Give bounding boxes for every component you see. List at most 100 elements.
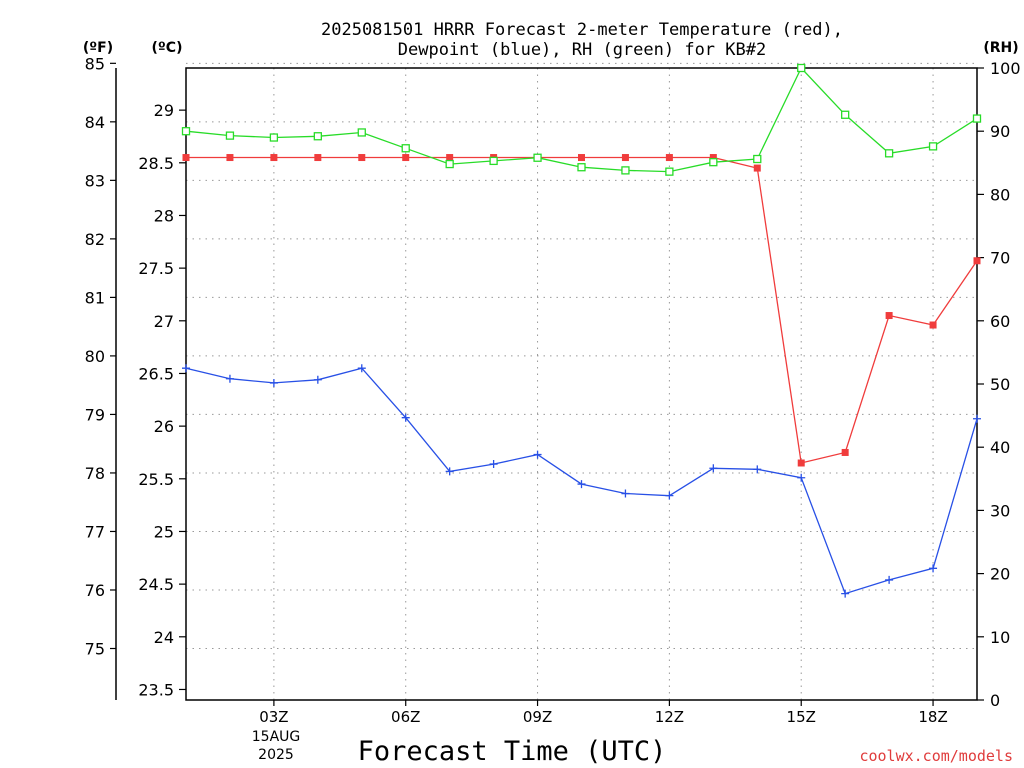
x-tick-label: 09Z <box>523 708 552 726</box>
celsius-tick-label: 23.5 <box>138 680 174 699</box>
rh-point <box>181 127 191 136</box>
fahrenheit-tick-label: 83 <box>85 171 105 190</box>
rh-point <box>533 153 542 162</box>
rh-tick-label: 20 <box>990 565 1010 584</box>
date-label-year: 2025 <box>258 747 294 763</box>
x-tick-label: 12Z <box>655 708 684 726</box>
temperature-point <box>665 154 673 162</box>
celsius-tick-label: 27 <box>154 312 174 331</box>
fahrenheit-tick-label: 75 <box>85 640 105 659</box>
x-tick-label: 06Z <box>391 708 420 726</box>
temperature-point <box>182 154 190 162</box>
x-tick-label: 18Z <box>918 708 947 726</box>
rh-point <box>445 159 454 169</box>
fahrenheit-tick-label: 85 <box>85 54 105 73</box>
dewpoint-point <box>621 489 630 498</box>
dewpoint-point <box>533 450 542 459</box>
temperature-point <box>446 154 454 162</box>
rh-point <box>665 167 674 176</box>
x-tick-label: 03Z <box>259 708 288 726</box>
x-axis-title: Forecast Time (UTC) <box>358 736 667 767</box>
rh-point <box>797 63 806 73</box>
temperature-point <box>753 164 761 172</box>
temperature-point <box>841 448 849 456</box>
temperature-point <box>797 459 805 467</box>
rh-point <box>972 114 982 123</box>
rh-tick-label: 60 <box>990 312 1010 331</box>
rh-tick-label: 80 <box>990 185 1010 204</box>
dewpoint-point <box>225 374 234 383</box>
celsius-tick-label: 27.5 <box>138 259 174 278</box>
temperature-point <box>358 154 366 162</box>
temperature-point <box>402 154 410 162</box>
dewpoint-point <box>269 378 278 387</box>
temperature-point <box>270 154 278 162</box>
rh-tick-label: 50 <box>990 375 1010 394</box>
celsius-tick-label: 28 <box>154 206 174 225</box>
fahrenheit-tick-label: 78 <box>85 464 105 483</box>
fahrenheit-tick-label: 79 <box>85 405 105 424</box>
rh-point <box>577 163 586 172</box>
celsius-tick-label: 25.5 <box>138 470 174 489</box>
rh-tick-label: 10 <box>990 628 1010 647</box>
rh-point <box>884 149 894 158</box>
dewpoint-point <box>665 491 674 500</box>
rh-point <box>357 128 366 137</box>
dewpoint-point <box>357 364 366 373</box>
temperature-point <box>578 154 585 162</box>
temperature-series-line <box>186 156 978 464</box>
dewpoint-point <box>182 364 190 373</box>
temperature-point <box>885 312 893 320</box>
dewpoint-point <box>401 413 410 422</box>
celsius-tick-label: 26 <box>154 417 174 436</box>
fahrenheit-tick-label: 84 <box>85 113 105 132</box>
rh-point <box>753 154 762 164</box>
rh-point <box>313 132 322 141</box>
dewpoint-point <box>973 414 981 423</box>
dewpoint-point <box>577 480 586 489</box>
temperature-point <box>226 154 234 162</box>
chart-title-line-2: Dewpoint (blue), RH (green) for KB#2 <box>398 40 766 60</box>
rh-point <box>621 166 630 175</box>
dewpoint-point <box>885 575 894 584</box>
dewpoint-point <box>929 564 938 573</box>
celsius-tick-label: 25 <box>154 522 174 541</box>
rh-tick-label: 90 <box>990 122 1010 141</box>
rh-point <box>928 142 938 151</box>
fahrenheit-unit-label: (ºF) <box>83 40 113 56</box>
date-label-day: 15AUG <box>252 729 301 745</box>
celsius-tick-label: 29 <box>154 101 174 120</box>
chart-title-line-1: 2025081501 HRRR Forecast 2-meter Tempera… <box>321 20 843 40</box>
rh-tick-label: 30 <box>990 501 1010 520</box>
plot-frame <box>185 67 978 701</box>
rh-tick-label: 0 <box>990 691 1000 710</box>
fahrenheit-tick-label: 80 <box>85 347 105 366</box>
temperature-point <box>709 154 717 162</box>
rh-point <box>489 156 498 166</box>
fahrenheit-tick-label: 77 <box>85 522 105 541</box>
x-tick-label: 15Z <box>787 708 816 726</box>
dewpoint-point <box>313 375 322 384</box>
rh-tick-label: 70 <box>990 249 1010 268</box>
rh-point <box>841 110 850 119</box>
dewpoint-point <box>445 467 454 476</box>
dewpoint-point <box>709 464 718 473</box>
source-watermark: coolwx.com/models <box>859 747 1013 765</box>
temperature-point <box>973 257 981 265</box>
dewpoint-point <box>797 473 806 482</box>
temperature-point <box>621 154 629 162</box>
rh-unit-label: (RH) <box>983 40 1018 56</box>
celsius-tick-label: 28.5 <box>138 154 174 173</box>
series-layer <box>181 63 982 598</box>
rh-point <box>709 158 718 167</box>
rh-tick-label: 100 <box>990 59 1021 78</box>
dewpoint-point <box>489 460 498 469</box>
rh-point <box>225 131 235 140</box>
temperature-point <box>929 321 937 329</box>
celsius-tick-label: 26.5 <box>138 364 174 383</box>
dewpoint-point <box>753 465 762 474</box>
fahrenheit-tick-label: 81 <box>85 288 105 307</box>
rh-point <box>401 144 410 153</box>
fahrenheit-tick-label: 76 <box>85 581 105 600</box>
